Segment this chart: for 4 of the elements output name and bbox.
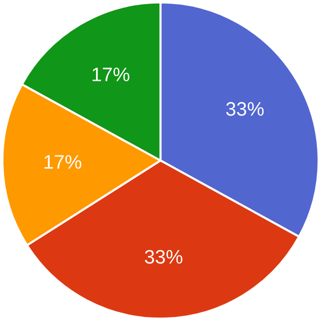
data-label: 17% xyxy=(92,68,130,82)
data-label: 33% xyxy=(144,250,182,264)
data-label: 17% xyxy=(44,155,82,169)
data-label: 33% xyxy=(226,102,264,116)
